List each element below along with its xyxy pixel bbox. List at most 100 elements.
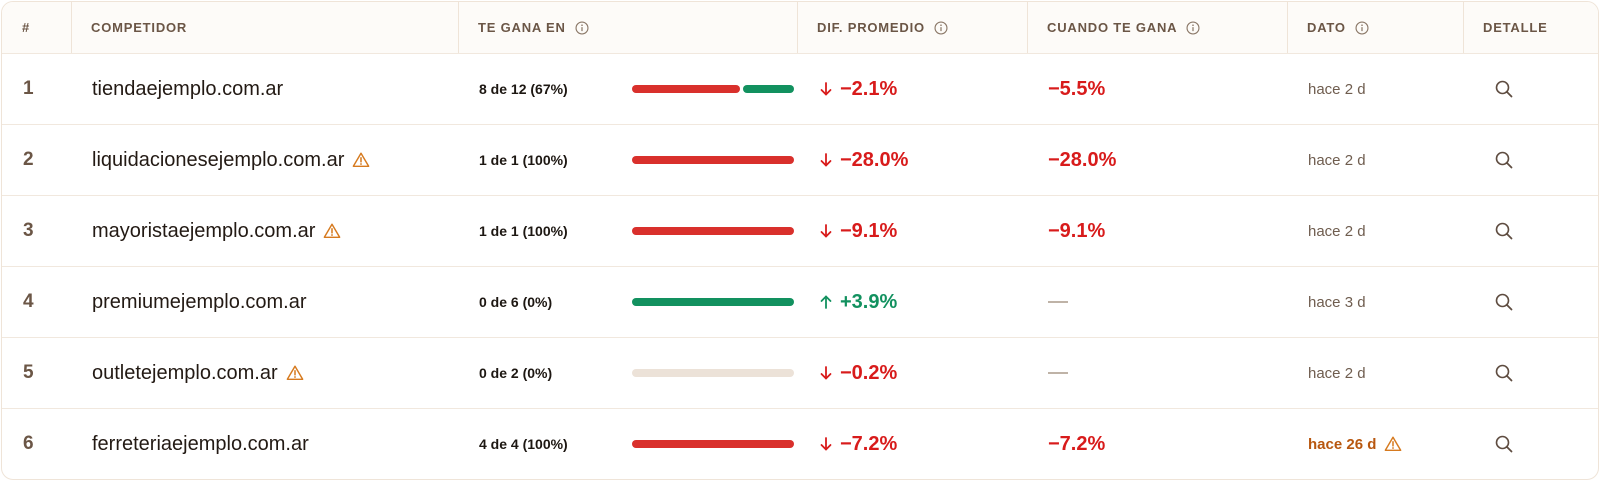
header-cuando-te-gana-label: CUANDO TE GANA xyxy=(1047,20,1178,35)
cuando-te-gana-cell: −28.0% xyxy=(1048,125,1116,195)
dif-promedio-cell: −7.2% xyxy=(818,409,897,479)
arrow-down-icon xyxy=(820,82,832,96)
detalle-button[interactable] xyxy=(1494,196,1514,266)
dif-promedio-value: −0.2% xyxy=(840,361,898,384)
row-number-cell: 1 xyxy=(23,54,34,124)
info-icon[interactable] xyxy=(575,20,589,35)
dato-value: hace 2 d xyxy=(1308,364,1366,382)
bar-red-segment xyxy=(632,156,794,164)
cuando-te-gana-cell: −5.5% xyxy=(1048,54,1105,124)
header-num-label: # xyxy=(22,20,31,35)
te-gana-en-value: 0 de 2 (0%) xyxy=(479,365,553,381)
competitor-name: mayoristaejemplo.com.ar xyxy=(92,219,316,242)
arrow-up-icon xyxy=(820,295,832,309)
dif-promedio-value: −9.1% xyxy=(840,219,898,242)
te-gana-en-cell: 1 de 1 (100%) xyxy=(479,196,797,266)
te-gana-en-value: 8 de 12 (67%) xyxy=(479,81,568,97)
column-divider xyxy=(797,2,798,53)
competitor-cell[interactable]: tiendaejemplo.com.ar xyxy=(92,54,283,124)
dato-value: hace 2 d xyxy=(1308,80,1366,98)
empty-dash xyxy=(1048,301,1068,303)
detalle-button[interactable] xyxy=(1494,267,1514,337)
dato-cell: hace 2 d xyxy=(1308,54,1366,124)
detalle-button[interactable] xyxy=(1494,125,1514,195)
table-row: 2 liquidacionesejemplo.com.ar 1 de 1 (100%… xyxy=(2,125,1598,196)
bar-green-segment xyxy=(632,298,794,306)
cuando-te-gana-value: −28.0% xyxy=(1048,148,1117,171)
warning-icon xyxy=(324,223,341,239)
row-number: 2 xyxy=(23,149,34,170)
detalle-button[interactable] xyxy=(1494,338,1514,408)
search-icon xyxy=(1495,80,1513,98)
dif-promedio-cell: +3.9% xyxy=(818,267,897,337)
competitor-name: tiendaejemplo.com.ar xyxy=(92,77,284,100)
table-row: 3 mayoristaejemplo.com.ar 1 de 1 (100%) −9.… xyxy=(2,196,1598,267)
info-icon[interactable] xyxy=(1355,20,1369,35)
competitor-cell[interactable]: premiumejemplo.com.ar xyxy=(92,267,307,337)
competitor-cell[interactable]: liquidacionesejemplo.com.ar xyxy=(92,125,370,195)
dif-promedio-value: −7.2% xyxy=(840,432,898,455)
search-icon xyxy=(1495,293,1513,311)
row-number-cell: 2 xyxy=(23,125,34,195)
row-number-cell: 4 xyxy=(23,267,34,337)
dato-cell: hace 26 d xyxy=(1308,409,1402,479)
te-gana-en-cell: 0 de 6 (0%) xyxy=(479,267,797,337)
detalle-button[interactable] xyxy=(1494,409,1514,479)
column-divider xyxy=(71,2,72,53)
header-te-gana-en[interactable]: TE GANA EN xyxy=(478,2,589,53)
header-detalle: DETALLE xyxy=(1483,2,1548,53)
row-number-cell: 3 xyxy=(23,196,34,266)
table-header: # COMPETIDOR TE GANA EN DIF. PROMEDIO CU… xyxy=(2,2,1598,54)
row-number-cell: 5 xyxy=(23,338,34,408)
header-competidor[interactable]: COMPETIDOR xyxy=(91,2,187,53)
table-row: 6 ferreteriaejemplo.com.ar 4 de 4 (100%) −7… xyxy=(2,409,1598,479)
competitor-cell[interactable]: outletejemplo.com.ar xyxy=(92,338,304,408)
arrow-down-icon xyxy=(820,224,832,238)
dato-cell: hace 2 d xyxy=(1308,196,1366,266)
win-ratio-bar xyxy=(632,440,794,448)
search-icon xyxy=(1495,151,1513,169)
te-gana-en-value: 0 de 6 (0%) xyxy=(479,294,553,310)
header-num: # xyxy=(22,2,30,53)
cuando-te-gana-cell xyxy=(1048,338,1068,408)
column-divider xyxy=(458,2,459,53)
cuando-te-gana-value: −9.1% xyxy=(1048,219,1106,242)
dato-value: hace 3 d xyxy=(1308,293,1366,311)
cuando-te-gana-value: −7.2% xyxy=(1048,432,1106,455)
header-detalle-label: DETALLE xyxy=(1483,20,1548,35)
dif-promedio-cell: −9.1% xyxy=(818,196,897,266)
arrow-down-icon xyxy=(820,153,832,167)
header-dif-promedio[interactable]: DIF. PROMEDIO xyxy=(817,2,948,53)
row-number: 3 xyxy=(23,220,34,241)
cuando-te-gana-cell: −9.1% xyxy=(1048,196,1105,266)
bar-red-segment xyxy=(632,227,794,235)
dato-cell: hace 2 d xyxy=(1308,338,1366,408)
info-icon[interactable] xyxy=(1186,20,1200,35)
search-icon xyxy=(1495,435,1513,453)
detalle-button[interactable] xyxy=(1494,54,1514,124)
empty-dash xyxy=(1048,372,1068,374)
win-ratio-bar xyxy=(632,227,794,235)
header-cuando-te-gana[interactable]: CUANDO TE GANA xyxy=(1047,2,1200,53)
competitor-cell[interactable]: ferreteriaejemplo.com.ar xyxy=(92,409,309,479)
te-gana-en-value: 1 de 1 (100%) xyxy=(479,152,568,168)
dato-cell: hace 3 d xyxy=(1308,267,1366,337)
te-gana-en-cell: 1 de 1 (100%) xyxy=(479,125,797,195)
competitor-name: ferreteriaejemplo.com.ar xyxy=(92,432,309,455)
dif-promedio-cell: −2.1% xyxy=(818,54,897,124)
row-number-cell: 6 xyxy=(23,409,34,479)
row-number: 1 xyxy=(23,78,34,99)
dif-promedio-cell: −28.0% xyxy=(818,125,908,195)
table-row: 5 outletejemplo.com.ar 0 de 2 (0%) −0.2% hac… xyxy=(2,338,1598,409)
te-gana-en-value: 4 de 4 (100%) xyxy=(479,436,568,452)
dif-promedio-value: −28.0% xyxy=(840,148,909,171)
competitor-cell[interactable]: mayoristaejemplo.com.ar xyxy=(92,196,341,266)
cuando-te-gana-value: −5.5% xyxy=(1048,77,1106,100)
dato-cell: hace 2 d xyxy=(1308,125,1366,195)
info-icon[interactable] xyxy=(934,20,948,35)
cuando-te-gana-cell xyxy=(1048,267,1068,337)
te-gana-en-cell: 4 de 4 (100%) xyxy=(479,409,797,479)
header-dato[interactable]: DATO xyxy=(1307,2,1369,53)
header-te-gana-en-label: TE GANA EN xyxy=(478,20,566,35)
